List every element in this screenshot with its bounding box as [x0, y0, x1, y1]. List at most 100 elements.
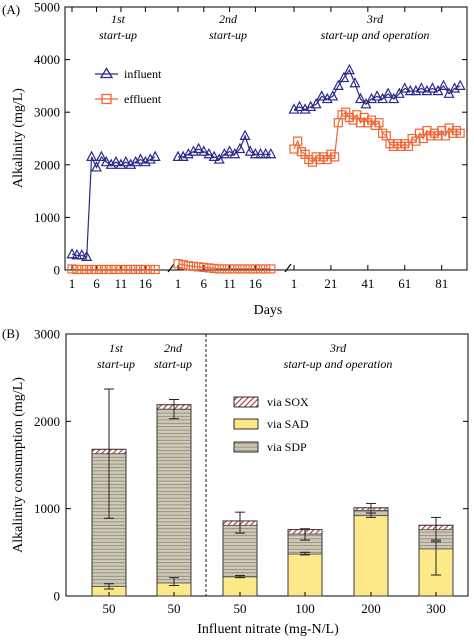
phase-b2-line2: start-up [154, 357, 192, 371]
series-influent-point [239, 129, 251, 140]
series-influent-point [349, 76, 361, 88]
legend-effluent-marker [101, 93, 112, 105]
series-effluent-point [178, 260, 188, 270]
panel-a-legend: influent effluent [95, 67, 162, 106]
panel-b: (B) 1st start-up 2nd start-up 3rd start-… [2, 326, 469, 637]
series-effluent-point [111, 264, 121, 275]
panel-a-xtick-label: 1 [175, 276, 182, 291]
phase-a1-line1: 1st [111, 12, 126, 26]
series-influent-point [213, 153, 225, 164]
series-effluent-point [106, 264, 116, 275]
series-influent-point [100, 155, 112, 167]
series-effluent-point [67, 264, 77, 274]
series-influent-point [66, 247, 78, 259]
series-influent-point [120, 155, 132, 167]
series-influent-point [76, 248, 88, 260]
panel-a-xtick-label: 1 [69, 276, 76, 291]
series-effluent-point [330, 152, 340, 162]
phase-a3-line2: start-up and operation [321, 28, 430, 42]
panel-a-ytick-label: 5000 [34, 0, 60, 15]
panel-b-xlabel: Influent nitrate (mg-N/L) [197, 622, 339, 637]
panel-b-ytick-label: 0 [54, 589, 61, 604]
series-influent-point [327, 90, 339, 101]
series-influent-point [193, 142, 205, 154]
series-influent-point [454, 79, 466, 91]
series-influent-point [144, 153, 156, 164]
panel-a-tag: (A) [2, 2, 20, 17]
series-influent-point [182, 147, 194, 159]
panel-a-ylabel: Alkalinity (mg/L) [11, 88, 26, 188]
series-influent-point [338, 71, 350, 83]
series-influent-point [388, 92, 400, 104]
series-influent-point [382, 87, 394, 98]
legend-influent-label: influent [124, 67, 162, 81]
series-effluent-point [131, 264, 141, 275]
series-effluent-point [183, 261, 193, 271]
series-effluent-line [71, 268, 156, 271]
panel-a-xtick-label: 61 [398, 276, 411, 291]
series-effluent-line [293, 111, 461, 164]
panel-b-ytick-label: 3000 [34, 327, 60, 342]
series-influent-line [293, 68, 461, 111]
series-effluent-point [121, 264, 131, 275]
panel-b-xtick-label: 300 [426, 601, 446, 616]
series-effluent-point [77, 264, 87, 275]
series-influent-point [443, 87, 455, 98]
series-effluent-point [126, 264, 136, 275]
series-effluent-point [173, 259, 183, 269]
legend-sox-label: via SOX [267, 395, 309, 409]
series-influent-point [203, 147, 215, 159]
series-influent-point [115, 158, 127, 169]
series-influent-point [343, 63, 355, 75]
series-influent-line [178, 134, 271, 161]
bar-sdp [156, 408, 192, 584]
panel-a-ytick-label: 0 [54, 263, 61, 278]
series-influent-point [110, 155, 122, 167]
legend-effluent-label: effluent [124, 92, 162, 106]
series-influent-point [198, 145, 210, 156]
series-influent-point [426, 82, 438, 93]
panel-b-ytick-label: 1000 [34, 501, 60, 516]
phase-b1-line1: 1st [109, 341, 124, 355]
series-influent-point [294, 100, 306, 112]
bar-sad [287, 553, 323, 597]
series-influent-point [377, 92, 389, 104]
series-effluent-point [374, 118, 384, 128]
phase-a1-line2: start-up [99, 28, 137, 42]
legend-sdp-swatch [233, 441, 259, 453]
series-influent-point [208, 150, 220, 162]
panel-a-xtick-label: 41 [361, 276, 374, 291]
series-effluent-line [177, 263, 271, 270]
series-effluent-point [101, 264, 111, 275]
series-influent-point [90, 161, 102, 172]
panel-a-xtick-label: 11 [223, 276, 236, 291]
series-influent-point [234, 142, 246, 154]
panel-a-ytick-label: 4000 [34, 52, 60, 67]
series-effluent-point [188, 261, 199, 271]
legend-sad-label: via SAD [267, 417, 309, 431]
panel-b-xtick-label: 50 [234, 601, 247, 616]
series-effluent-point [72, 264, 82, 275]
series-influent-point [432, 84, 444, 96]
series-influent-point [399, 82, 411, 93]
series-effluent-point [455, 128, 465, 138]
panel-a-xtick-label: 81 [435, 276, 448, 291]
series-effluent-point [96, 264, 106, 275]
series-effluent-point [135, 264, 146, 275]
series-effluent-point [250, 264, 260, 274]
series-influent-point [149, 150, 161, 162]
series-influent-point [81, 250, 93, 261]
panel-a: (A) 1st start-up 2nd start-up 3rd start-… [2, 0, 468, 318]
panel-b-ytick-label: 2000 [34, 414, 60, 429]
series-effluent-point [91, 264, 102, 275]
series-influent-point [229, 147, 241, 159]
series-effluent-point [140, 264, 151, 275]
panel-a-xtick-label: 21 [324, 276, 337, 291]
panel-a-xlabel: Days [254, 303, 283, 318]
series-effluent-point [245, 264, 255, 274]
series-effluent-point [199, 262, 209, 272]
series-effluent-point [214, 264, 224, 274]
panel-a-ytick-label: 1000 [34, 210, 60, 225]
series-influent-point [125, 158, 137, 169]
panel-b-xtick-label: 100 [295, 601, 315, 616]
